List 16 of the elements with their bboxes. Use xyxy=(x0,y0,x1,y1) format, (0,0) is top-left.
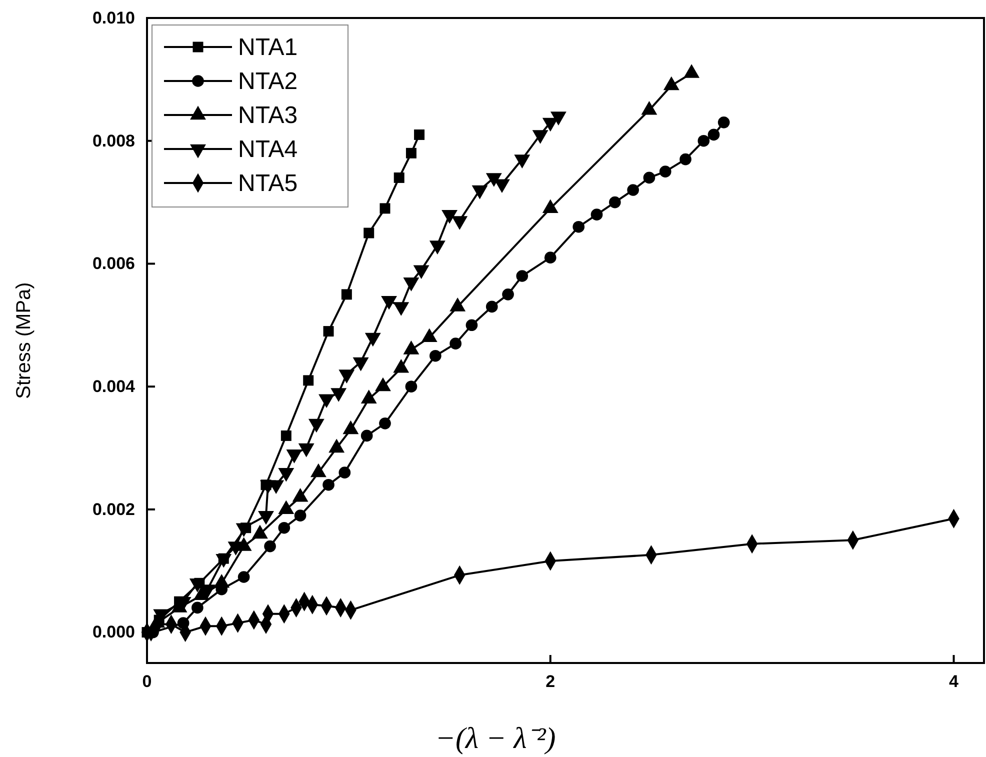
x-tick-label: 4 xyxy=(949,672,960,692)
legend-label: NTA4 xyxy=(238,136,298,163)
x-tick-label: 0 xyxy=(142,672,152,692)
legend-label: NTA2 xyxy=(238,68,298,95)
legend-label: NTA1 xyxy=(238,34,298,61)
legend-label: NTA3 xyxy=(238,102,298,129)
legend-label: NTA5 xyxy=(238,170,298,197)
y-tick-label: 0.004 xyxy=(92,377,136,396)
y-tick-label: 0.002 xyxy=(92,500,135,519)
y-tick-label: 0.000 xyxy=(92,622,135,642)
y-tick-label: 0.010 xyxy=(92,8,135,28)
y-tick-label: 0.006 xyxy=(92,254,135,274)
x-axis-title: −(λ − λ⁻²) xyxy=(435,722,556,755)
x-tick-label: 2 xyxy=(546,672,556,692)
y-axis-title: Stress (MPa) xyxy=(13,282,35,399)
y-tick-label: 0.008 xyxy=(92,131,135,150)
